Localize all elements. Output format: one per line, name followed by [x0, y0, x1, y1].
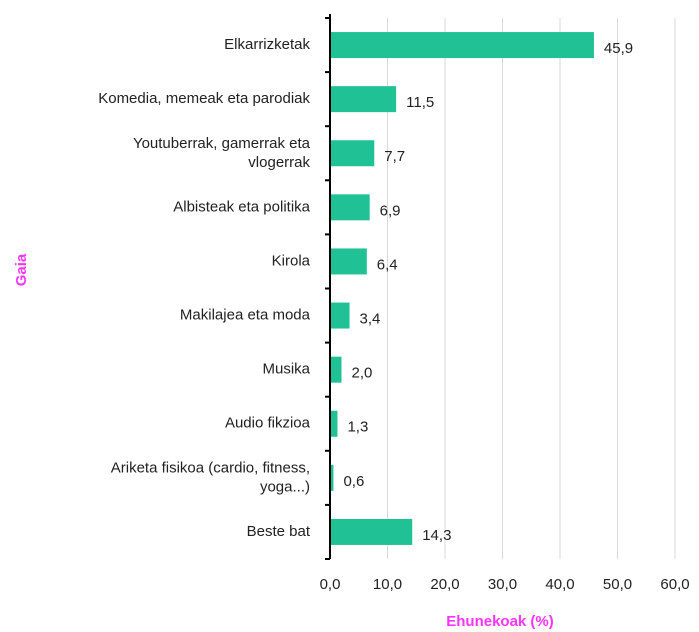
x-tick-label: 20,0 — [430, 576, 459, 593]
y-tick-label: Albisteak eta politika — [173, 198, 310, 215]
x-tick-label: 50,0 — [603, 576, 632, 593]
bar — [330, 356, 342, 383]
x-tick-label: 10,0 — [373, 576, 402, 593]
data-label: 45,9 — [604, 40, 633, 57]
data-label: 14,3 — [422, 527, 451, 544]
x-tick-label: 40,0 — [545, 576, 574, 593]
bar — [330, 32, 594, 59]
bar — [330, 464, 334, 491]
data-label: 1,3 — [347, 419, 368, 436]
y-tick-label: Beste bat — [247, 523, 311, 540]
bar — [330, 302, 350, 329]
bar — [330, 518, 413, 545]
y-tick-label: Kirola — [272, 252, 311, 269]
x-tick-label: 30,0 — [488, 576, 517, 593]
y-tick-label: Audio fikzioa — [225, 415, 311, 432]
data-label: 6,4 — [377, 256, 398, 273]
y-tick-label: Musika — [262, 361, 310, 378]
x-tick-label: 60,0 — [660, 576, 689, 593]
x-tick-label: 0,0 — [320, 576, 341, 593]
bar — [330, 194, 370, 221]
data-label: 6,9 — [380, 202, 401, 219]
bar — [330, 86, 397, 113]
bar — [330, 410, 338, 437]
data-label: 0,6 — [343, 473, 364, 490]
data-label: 2,0 — [352, 365, 373, 382]
y-tick-label: Ariketa fisikoa (cardio, fitness, yoga...… — [111, 459, 310, 495]
bar — [330, 140, 375, 167]
data-label: 11,5 — [406, 94, 434, 111]
y-tick-label: Elkarrizketak — [224, 36, 310, 53]
bar — [330, 248, 367, 275]
x-axis-label: Ehunekoak (%) — [446, 613, 554, 630]
y-tick-label: Makilajea eta moda — [180, 307, 311, 324]
y-tick-label: Komedia, memeak eta parodiak — [98, 90, 310, 107]
data-label: 3,4 — [360, 311, 381, 328]
data-label: 7,7 — [384, 148, 405, 165]
y-axis-label: Gaia — [13, 253, 30, 286]
y-tick-label: Youtuberrak, gamerrak eta vlogerrak — [133, 135, 311, 171]
